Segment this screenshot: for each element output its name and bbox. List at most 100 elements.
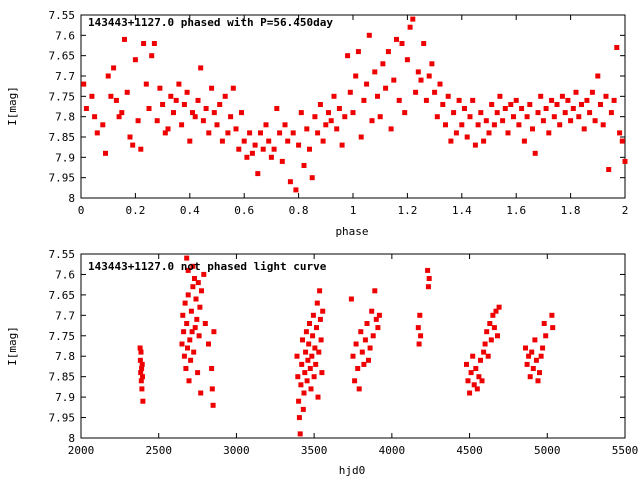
data-point xyxy=(301,390,307,396)
data-point xyxy=(334,126,340,132)
data-point xyxy=(197,304,203,310)
data-point xyxy=(336,106,342,111)
data-point xyxy=(592,118,598,124)
data-point xyxy=(203,106,209,111)
data-point xyxy=(418,77,424,83)
unphased-light-curve-panel: 7.55 7.6 7.65 7.7 7.75 7.8 7.85 7.9 7.95 8 2000 25… xyxy=(6,248,638,477)
data-point xyxy=(307,321,312,326)
data-point xyxy=(187,337,193,343)
data-point xyxy=(527,374,533,380)
data-point xyxy=(375,93,380,99)
data-point xyxy=(416,341,422,347)
data-point xyxy=(103,150,108,156)
data-point xyxy=(467,390,473,396)
y-tick-label: 7.6 xyxy=(55,29,75,42)
data-point xyxy=(263,122,269,128)
data-point xyxy=(296,142,302,148)
data-point xyxy=(296,415,302,421)
data-point xyxy=(198,65,204,71)
data-point xyxy=(168,93,174,99)
x-tick-label: 2500 xyxy=(145,444,172,457)
data-point xyxy=(287,179,293,185)
data-point xyxy=(181,102,187,107)
x-tick-label: 5000 xyxy=(534,444,561,457)
data-point xyxy=(304,378,310,384)
data-point xyxy=(494,110,500,116)
data-point xyxy=(362,337,368,343)
data-point xyxy=(139,366,145,371)
data-point xyxy=(132,57,138,63)
data-point xyxy=(550,325,556,331)
data-point xyxy=(116,114,122,120)
data-point xyxy=(581,126,587,132)
data-point xyxy=(184,89,190,95)
data-point xyxy=(486,130,492,136)
data-point xyxy=(372,69,378,75)
data-point xyxy=(260,146,266,152)
data-point xyxy=(619,138,625,144)
data-point xyxy=(185,345,190,351)
data-point xyxy=(230,85,236,91)
data-point xyxy=(266,138,272,144)
data-point xyxy=(193,296,199,302)
data-point xyxy=(188,308,194,314)
data-point xyxy=(317,288,323,294)
x-axis-ticks: 2000 2500 3000 3500 4000 4500 5000 5500 xyxy=(68,254,638,457)
data-point xyxy=(300,406,306,412)
data-point xyxy=(350,353,356,359)
data-point xyxy=(410,16,416,22)
x-tick-label: 1 xyxy=(350,204,357,217)
data-point xyxy=(295,374,301,380)
data-point xyxy=(470,353,476,359)
data-point xyxy=(191,349,197,355)
x-tick-label: 2000 xyxy=(68,444,95,457)
x-tick-label: 1.2 xyxy=(397,204,417,217)
data-point xyxy=(105,73,111,79)
data-point xyxy=(533,357,539,363)
data-point xyxy=(185,292,191,298)
x-tick-label: 0.6 xyxy=(234,204,254,217)
data-point xyxy=(426,73,432,79)
data-point xyxy=(453,130,459,136)
data-point xyxy=(366,357,371,363)
data-point xyxy=(342,114,348,120)
data-point xyxy=(190,284,196,290)
data-point xyxy=(181,353,187,359)
data-point xyxy=(524,114,530,120)
data-point xyxy=(124,89,130,95)
data-point xyxy=(462,106,467,111)
data-point xyxy=(89,93,95,99)
data-point xyxy=(617,130,623,136)
x-axis-label: hjd0 xyxy=(339,464,366,477)
data-point xyxy=(309,353,315,359)
data-point xyxy=(473,366,479,371)
data-point xyxy=(139,361,145,367)
data-point xyxy=(485,353,491,359)
y-tick-label: 7.75 xyxy=(49,330,76,343)
data-point xyxy=(554,102,560,107)
data-point xyxy=(307,146,312,152)
y-tick-label: 7.9 xyxy=(55,151,75,164)
plot-frame xyxy=(80,253,626,439)
data-point xyxy=(445,93,451,99)
data-point xyxy=(92,114,98,120)
x-tick-label: 2 xyxy=(622,204,629,217)
data-point xyxy=(549,97,555,103)
data-point xyxy=(162,130,168,136)
data-point xyxy=(440,102,446,107)
data-point xyxy=(236,146,242,152)
data-point xyxy=(543,333,549,339)
data-point xyxy=(375,325,381,331)
data-point xyxy=(310,333,316,339)
data-point xyxy=(372,288,378,294)
data-point xyxy=(180,312,186,318)
data-point xyxy=(195,280,201,286)
data-point xyxy=(353,341,359,347)
data-point xyxy=(249,150,255,156)
data-point xyxy=(316,349,322,355)
data-point xyxy=(423,97,429,103)
data-point xyxy=(176,81,182,87)
data-point xyxy=(149,53,155,59)
x-tick-label: 3000 xyxy=(223,444,250,457)
